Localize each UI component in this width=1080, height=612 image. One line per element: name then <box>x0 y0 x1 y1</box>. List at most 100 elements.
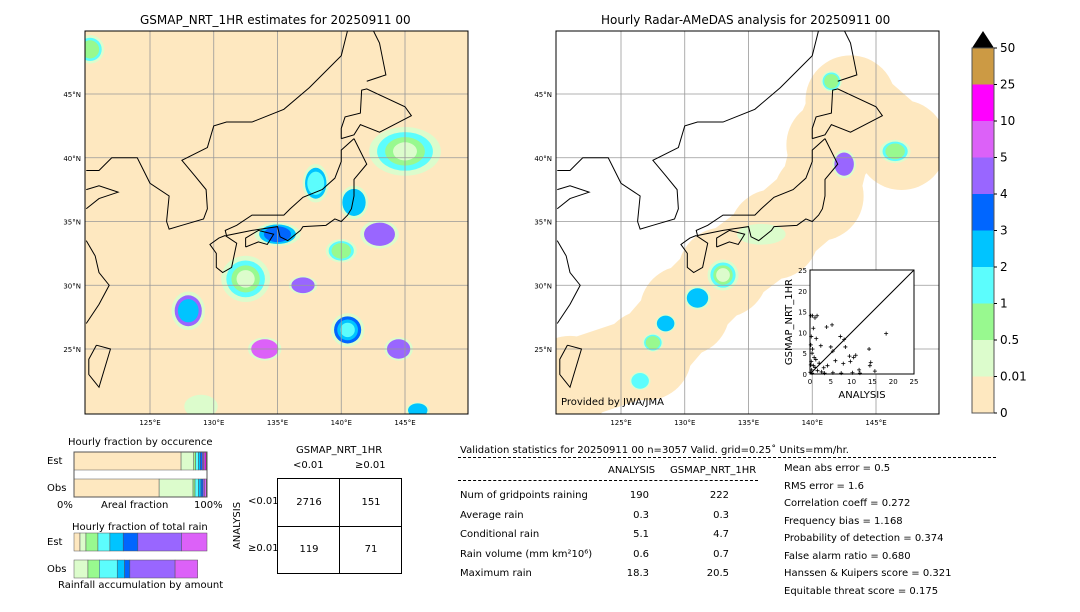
scatter-point <box>884 331 889 336</box>
colorbar-segment <box>972 194 994 231</box>
coastline <box>86 31 348 230</box>
lon-tick-label: 125°E <box>139 419 160 427</box>
scatter-point <box>857 367 862 372</box>
coastline <box>695 138 839 242</box>
colorbar-label: 4 <box>1000 187 1008 201</box>
lat-tick-label: 30°N <box>534 282 552 290</box>
row-title: ANALYSIS <box>232 501 244 550</box>
fraction-segment <box>116 559 125 579</box>
scatter-point <box>821 365 826 370</box>
fraction-segment <box>194 478 199 498</box>
scatter-point <box>810 313 815 318</box>
occ-tick-0: 0% <box>57 500 73 511</box>
occ-xlabel: Areal fraction <box>101 500 169 511</box>
rain-area <box>85 40 100 59</box>
coastline <box>556 185 591 210</box>
fraction-segment <box>124 559 131 579</box>
colorbar-label: 2 <box>1000 260 1008 274</box>
col-gsmap: GSMAP_NRT_1HR <box>670 465 757 476</box>
scatter-point <box>811 326 816 331</box>
score-line: Correlation coeff = 0.272 <box>784 498 911 509</box>
scatter-point <box>810 347 815 352</box>
colorbar-label: 25 <box>1000 78 1015 92</box>
fraction-segment <box>109 532 124 552</box>
fraction-segment <box>200 478 204 498</box>
score-line: Probability of detection = 0.374 <box>784 533 944 544</box>
lat-tick-label: 40°N <box>63 155 81 163</box>
rain-area <box>824 74 839 89</box>
colorbar-segment <box>972 121 994 158</box>
colorbar-label: 1 <box>1000 297 1008 311</box>
coastline <box>557 31 819 230</box>
scatter-point <box>815 313 820 318</box>
scatter-point <box>828 344 833 349</box>
stat-label: Rain volume (mm km²10⁶) <box>460 548 593 560</box>
scatter-point <box>814 336 819 341</box>
colorbar-extend-arrow <box>972 31 994 48</box>
score-line: Equitable threat score = 0.175 <box>784 585 939 597</box>
rain-fraction-title: Hourly fraction of total rain <box>72 522 208 533</box>
lon-tick-label: 140°E <box>331 419 352 427</box>
right-map-title: Hourly Radar-AMeDAS analysis for 2025091… <box>601 13 891 27</box>
fraction-segment <box>137 532 182 552</box>
scatter-point <box>810 351 815 356</box>
fraction-segment <box>204 478 207 498</box>
score-line: RMS error = 1.6 <box>784 480 864 492</box>
fraction-segment <box>87 559 100 579</box>
lat-tick-label: 35°N <box>63 219 81 227</box>
stat-gsmap: 222 <box>709 490 729 501</box>
fraction-segment <box>97 532 111 552</box>
divider <box>458 457 996 458</box>
lat-tick-label: 35°N <box>534 219 552 227</box>
score-line: Hanssen & Kuipers score = 0.321 <box>784 568 952 579</box>
rain-area <box>686 288 709 308</box>
scatter-point <box>822 371 827 376</box>
coastline <box>559 344 583 389</box>
scatter-ytick: 5 <box>803 350 807 358</box>
scatter-point <box>872 369 877 374</box>
lat-tick-label: 45°N <box>534 91 552 99</box>
scatter-xtick: 15 <box>868 378 877 386</box>
scatter-point <box>819 369 824 374</box>
scatter-point <box>825 363 830 368</box>
left-map-title: GSMAP_NRT_1HR estimates for 20250911 00 <box>140 13 411 27</box>
row-label-0: <0.01 <box>248 496 279 507</box>
fraction-segment <box>73 478 160 498</box>
lon-tick-label: 135°E <box>738 419 759 427</box>
colorbar-label: 5 <box>1000 151 1008 165</box>
lon-tick-label: 130°E <box>674 419 695 427</box>
scatter-point <box>809 359 814 364</box>
coastline <box>85 185 120 210</box>
cell-hit-none: 2716 <box>296 497 322 508</box>
rain-xlabel: Rainfall accumulation by amount <box>58 580 224 591</box>
lat-tick-label: 25°N <box>534 346 552 354</box>
scatter-point <box>867 347 872 352</box>
scatter-xtick: 0 <box>808 378 812 386</box>
scatter-ytick: 15 <box>798 309 807 317</box>
rain-obs-label: Obs <box>47 564 67 575</box>
scatter-point <box>809 334 814 339</box>
scatter-point <box>867 363 872 368</box>
rain-area <box>656 315 675 332</box>
fraction-segment <box>198 451 201 471</box>
scatter-point <box>812 365 817 370</box>
coastline <box>680 235 709 274</box>
colorbar-label: 0.01 <box>1000 370 1027 384</box>
fraction-segment <box>195 451 199 471</box>
rain-area <box>340 322 355 338</box>
scatter-point <box>812 355 817 360</box>
coastline <box>209 235 238 274</box>
contingency-title: GSMAP_NRT_1HR <box>296 445 383 456</box>
scatter-xtick: 10 <box>847 378 856 386</box>
col-label-0: <0.01 <box>293 460 324 471</box>
fraction-segment <box>73 451 182 471</box>
stat-gsmap: 0.7 <box>713 548 729 560</box>
cell-miss: 119 <box>299 544 319 555</box>
fraction-segment <box>192 478 196 498</box>
colorbar-segment <box>972 84 994 121</box>
map-content <box>85 31 468 414</box>
scatter-ytick: 25 <box>798 267 807 275</box>
credit-text: Provided by JWA/JMA <box>561 397 664 408</box>
fraction-segment <box>99 559 118 579</box>
score-line: False alarm ratio = 0.680 <box>784 550 911 562</box>
